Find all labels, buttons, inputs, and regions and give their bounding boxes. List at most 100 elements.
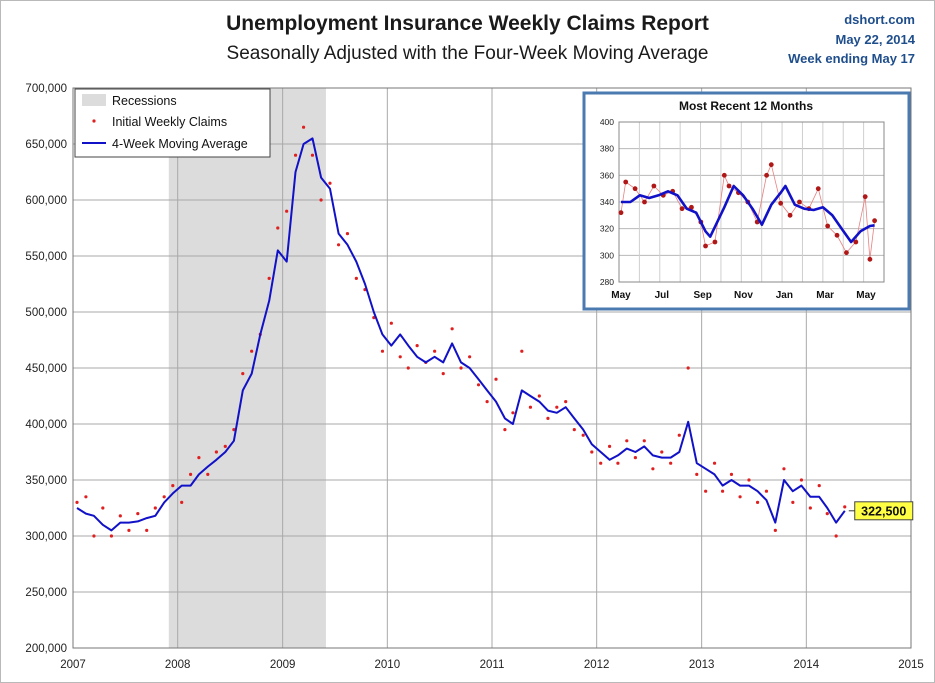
claims-point bbox=[564, 400, 568, 404]
claims-point bbox=[136, 511, 140, 516]
claims-point bbox=[127, 528, 131, 533]
inset-y-tick-label: 320 bbox=[600, 224, 614, 234]
claims-point bbox=[537, 394, 541, 398]
claims-point bbox=[695, 472, 699, 476]
inset-claims-point bbox=[768, 162, 774, 168]
x-tick-label: 2007 bbox=[60, 659, 86, 671]
claims-point bbox=[660, 450, 664, 454]
callout-label: 322,500 bbox=[861, 504, 906, 518]
inset-claims-point bbox=[764, 172, 769, 178]
claims-point bbox=[380, 349, 385, 353]
x-tick-label: 2009 bbox=[270, 659, 296, 671]
claims-point bbox=[336, 243, 341, 247]
inset-chart: Most Recent 12 Months 280 300 320 340 360 380 4… bbox=[582, 91, 911, 311]
inset-claims-point bbox=[721, 172, 727, 178]
claims-point bbox=[625, 439, 629, 443]
claims-point bbox=[171, 484, 175, 488]
inset-plot-border bbox=[618, 121, 885, 283]
y-tick-label: 300,000 bbox=[25, 531, 67, 543]
inset-x-tick-label: Sep bbox=[693, 290, 711, 301]
inset-claims-point bbox=[642, 199, 647, 205]
claims-point bbox=[764, 489, 769, 493]
claims-point bbox=[590, 450, 594, 454]
inset-x-tick-label: Jan bbox=[776, 290, 793, 301]
claims-point bbox=[825, 511, 829, 516]
claims-point bbox=[276, 226, 280, 230]
claims-point bbox=[206, 472, 210, 476]
inset-claims-point bbox=[712, 239, 718, 245]
claims-point bbox=[642, 439, 646, 443]
claims-point bbox=[520, 349, 524, 353]
claims-point bbox=[415, 344, 419, 348]
claims-point bbox=[293, 153, 298, 157]
claims-point bbox=[241, 372, 245, 376]
y-tick-label: 600,000 bbox=[25, 195, 67, 207]
legend-box bbox=[74, 88, 271, 158]
claims-point bbox=[738, 495, 742, 499]
inset-ma-line bbox=[621, 184, 875, 244]
claims-point bbox=[285, 209, 289, 213]
claims-point bbox=[503, 428, 507, 432]
claims-point bbox=[494, 377, 498, 381]
x-tick-label: 2013 bbox=[689, 659, 715, 671]
claims-point bbox=[555, 405, 559, 409]
y-tick-label: 450,000 bbox=[25, 363, 67, 375]
claims-point bbox=[755, 500, 760, 504]
y-tick-label: 500,000 bbox=[25, 307, 67, 319]
claims-point bbox=[528, 405, 533, 409]
inset-claims-point bbox=[618, 210, 624, 216]
inset-claims-point bbox=[651, 183, 657, 189]
claims-point bbox=[817, 484, 821, 488]
claims-point bbox=[310, 153, 315, 157]
claims-point bbox=[153, 506, 157, 510]
inset-claims-point bbox=[825, 223, 831, 229]
claims-point bbox=[188, 472, 193, 476]
inset-claims-point bbox=[797, 199, 802, 205]
x-tick-label: 2011 bbox=[480, 659, 505, 671]
inset-y-tick-label: 340 bbox=[600, 197, 614, 207]
legend-claims-swatch bbox=[92, 119, 96, 123]
claims-point bbox=[109, 534, 114, 538]
claims-point bbox=[808, 506, 812, 510]
claims-point bbox=[677, 433, 681, 437]
claims-point bbox=[75, 500, 79, 504]
inset-claims-point bbox=[787, 212, 793, 218]
claims-point bbox=[581, 433, 585, 437]
y-tick-label: 250,000 bbox=[25, 587, 67, 599]
plot-border bbox=[72, 87, 912, 649]
chart-subtitle: Seasonally Adjusted with the Four-Week M… bbox=[226, 43, 709, 64]
legend-recession-swatch bbox=[82, 94, 106, 106]
inset-claims-point bbox=[867, 256, 873, 262]
claims-point bbox=[354, 276, 358, 280]
claims-point bbox=[633, 456, 637, 460]
claims-point bbox=[686, 366, 690, 370]
claims-point bbox=[782, 467, 786, 471]
x-tick-label: 2012 bbox=[584, 659, 610, 671]
claims-point bbox=[651, 467, 655, 471]
claims-point bbox=[546, 416, 550, 420]
inset-x-tick-label: Mar bbox=[816, 290, 834, 301]
claims-point bbox=[485, 400, 489, 404]
claims-point bbox=[232, 428, 236, 432]
claims-point bbox=[441, 372, 445, 376]
claims-point bbox=[459, 366, 463, 370]
claims-point bbox=[616, 461, 620, 465]
claims-point bbox=[720, 489, 725, 493]
claims-point bbox=[843, 505, 847, 509]
y-tick-label: 350,000 bbox=[25, 475, 67, 487]
inset-claims-point bbox=[703, 243, 708, 249]
week-ending-label: Week ending May 17 bbox=[788, 51, 915, 66]
claims-point bbox=[572, 428, 576, 432]
y-tick-label: 650,000 bbox=[25, 139, 67, 151]
inset-claims-point bbox=[853, 239, 859, 245]
claims-point bbox=[607, 444, 612, 448]
inset-claims-point bbox=[844, 250, 849, 256]
claims-point bbox=[250, 349, 254, 353]
claims-point bbox=[223, 444, 227, 448]
claims-point bbox=[834, 534, 838, 538]
inset-x-tick-label: May bbox=[611, 290, 631, 301]
claims-point bbox=[118, 514, 122, 518]
claims-point bbox=[406, 366, 410, 370]
x-tick-label: 2010 bbox=[375, 659, 401, 671]
inset-claims-point bbox=[726, 183, 732, 189]
